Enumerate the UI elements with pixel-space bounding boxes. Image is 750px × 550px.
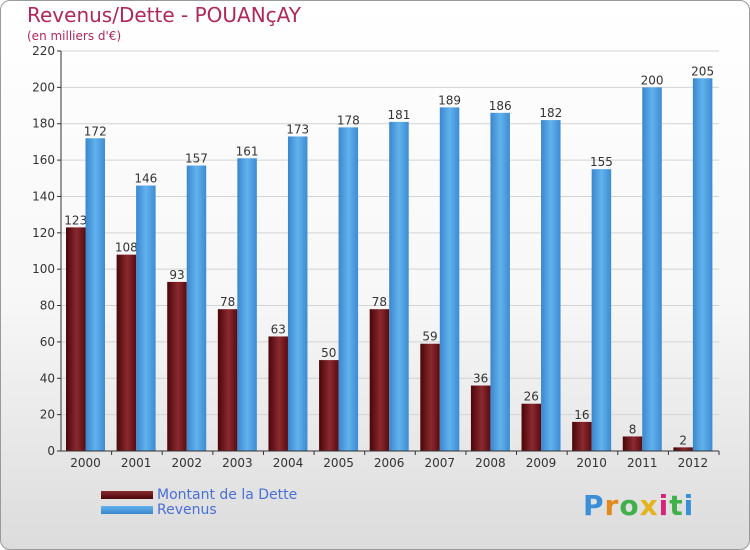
y-tick-label: 180	[32, 117, 55, 131]
legend-label-revenus: Revenus	[157, 501, 217, 518]
x-tick-label: 2006	[374, 456, 405, 470]
data-label-revenus: 205	[691, 64, 714, 78]
bar-revenus	[490, 112, 510, 452]
data-label-debt: 108	[115, 241, 138, 255]
y-tick-label: 200	[32, 80, 55, 94]
bar-revenus	[287, 136, 308, 452]
bar-revenus	[389, 121, 409, 451]
x-tick-label: 2003	[222, 456, 253, 470]
legend-swatch-revenus	[101, 505, 153, 514]
bar-revenus	[338, 127, 359, 451]
bar-revenus	[642, 87, 662, 451]
x-tick-label: 2011	[627, 456, 658, 470]
data-label-revenus: 161	[236, 144, 259, 158]
logo-letter: i	[658, 489, 670, 522]
x-tick-label: 2008	[475, 456, 506, 470]
bar-revenus	[237, 158, 257, 452]
x-tick-label: 2004	[273, 456, 304, 470]
y-tick-label: 20	[40, 408, 55, 422]
bar-revenus	[136, 185, 156, 451]
bars: 123 172 108 146 93 157 78 161 63 173 50 178 78 181 59 1…	[64, 64, 714, 452]
data-label-debt: 59	[422, 330, 437, 344]
logo-letter: o	[619, 489, 640, 522]
y-tick-label: 80	[40, 299, 55, 313]
y-tick-label: 100	[32, 262, 55, 276]
chart-title: Revenus/Dette - POUANçAY	[27, 3, 302, 27]
bar-revenus	[85, 138, 105, 452]
data-label-revenus: 155	[590, 155, 613, 169]
bar-debt	[470, 385, 491, 451]
data-label-debt: 78	[372, 295, 387, 309]
data-label-revenus: 186	[489, 99, 512, 113]
y-tick-label: 0	[47, 444, 55, 458]
bar-debt	[66, 227, 86, 451]
x-tick-label: 2001	[121, 456, 152, 470]
bar-debt	[622, 436, 643, 451]
x-tick-label: 2010	[576, 456, 607, 470]
y-tick-label: 160	[32, 153, 55, 167]
x-tick-label: 2012	[678, 456, 709, 470]
data-label-debt: 78	[220, 295, 235, 309]
legend: Montant de la Dette Revenus	[101, 486, 298, 518]
data-label-debt: 63	[271, 322, 286, 336]
data-label-debt: 36	[473, 372, 488, 386]
bar-debt	[572, 421, 592, 451]
axes: 0 20 40 60 80 100 120 140 160 180 200 220 2000 2001 20…	[32, 44, 720, 470]
data-label-debt: 93	[169, 268, 184, 282]
data-label-revenus: 200	[641, 73, 664, 87]
x-tick-label: 2005	[323, 456, 354, 470]
chart-subtitle: (en milliers d'€)	[27, 29, 122, 43]
logo-letter: i	[683, 489, 695, 522]
legend-item-revenus: Revenus	[101, 501, 297, 518]
bar-debt	[673, 447, 693, 451]
data-label-revenus: 173	[286, 122, 309, 136]
bar-revenus	[591, 169, 612, 451]
logo-letter: x	[639, 489, 659, 522]
bar-debt	[268, 336, 288, 451]
y-tick-label: 220	[32, 44, 55, 58]
legend-label-debt: Montant de la Dette	[157, 486, 298, 503]
logo-letter: t	[669, 489, 684, 522]
data-label-debt: 50	[321, 346, 336, 360]
bar-debt	[319, 360, 339, 451]
data-label-revenus: 182	[539, 106, 562, 120]
x-tick-label: 2007	[425, 456, 456, 470]
data-label-debt: 16	[574, 408, 589, 422]
bar-revenus	[186, 165, 207, 451]
data-label-revenus: 172	[84, 124, 107, 138]
legend-swatch-debt	[101, 490, 153, 499]
data-label-revenus: 181	[387, 108, 410, 122]
x-tick-label: 2009	[526, 456, 557, 470]
y-tick-label: 60	[40, 335, 55, 349]
x-tick-label: 2000	[70, 456, 101, 470]
legend-item-debt: Montant de la Dette	[101, 486, 298, 503]
proxiti-logo: Proxiti	[583, 489, 694, 522]
logo-letter: r	[604, 489, 620, 522]
data-label-revenus: 178	[337, 113, 360, 127]
data-label-debt: 123	[64, 213, 87, 227]
logo-letter: P	[583, 489, 605, 522]
bar-debt	[217, 309, 238, 451]
y-tick-label: 40	[40, 371, 55, 385]
x-tick-label: 2002	[171, 456, 202, 470]
bar-debt	[167, 281, 187, 451]
data-label-debt: 26	[524, 390, 539, 404]
data-label-revenus: 157	[185, 152, 208, 166]
bar-revenus	[439, 107, 460, 451]
bar-revenus	[541, 120, 561, 451]
data-label-revenus: 189	[438, 93, 461, 107]
data-label-revenus: 146	[134, 172, 157, 186]
data-label-debt: 2	[679, 433, 687, 447]
y-tick-label: 140	[32, 189, 55, 203]
bar-revenus	[692, 78, 713, 451]
y-tick-label: 120	[32, 226, 55, 240]
data-label-debt: 8	[629, 422, 637, 436]
bar-debt	[420, 343, 440, 451]
bar-debt	[369, 309, 390, 451]
bar-debt	[521, 403, 542, 451]
bar-debt	[116, 254, 137, 451]
